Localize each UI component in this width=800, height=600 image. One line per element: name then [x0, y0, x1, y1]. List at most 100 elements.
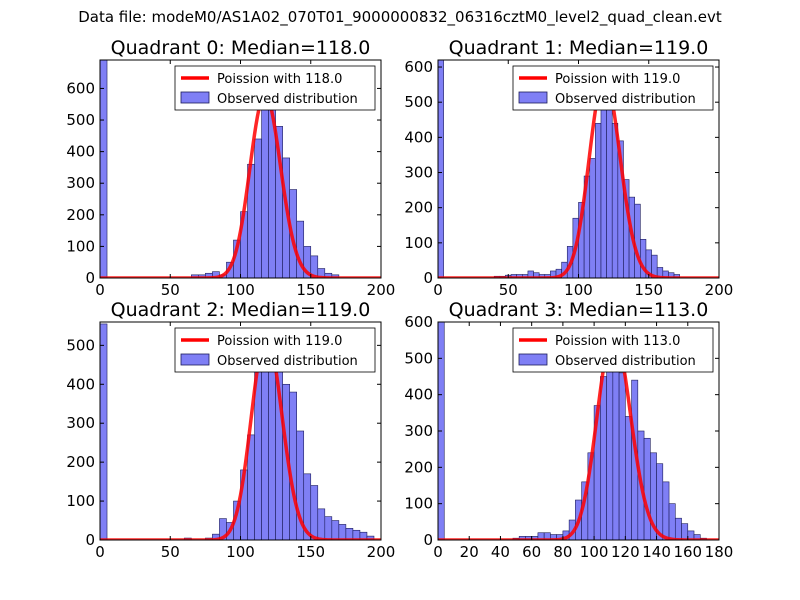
quadrant-3-x-tick-label: 100 [580, 543, 609, 561]
quadrant-3-x-tick-label: 60 [522, 543, 541, 561]
quadrant-3-x-tick-label: 180 [705, 543, 734, 561]
quadrant-0-y-tick-label: 200 [66, 206, 95, 224]
quadrant-2-histogram-bar [100, 323, 108, 540]
quadrant-1-y-tick-label: 0 [423, 269, 433, 287]
quadrant-2-histogram-bar [310, 485, 319, 540]
quadrant-3-y-tick-label: 200 [404, 458, 433, 476]
quadrant-2-histogram-bar [331, 520, 340, 540]
quadrant-3-legend-bar-swatch [518, 353, 548, 366]
quadrant-3-x-tick-label: 160 [673, 543, 702, 561]
quadrant-1-y-tick-label: 500 [404, 93, 433, 111]
quadrant-3-x-tick-label: 20 [460, 543, 479, 561]
quadrant-3-histogram-bar [606, 354, 614, 540]
quadrant-0-histogram-bar [310, 255, 319, 278]
quadrant-0-y-tick-label: 300 [66, 174, 95, 192]
quadrant-1-title: Quadrant 1: Median=119.0 [449, 37, 709, 59]
quadrant-3-x-tick-label: 120 [611, 543, 640, 561]
quadrant-2-y-tick-label: 300 [66, 414, 95, 432]
quadrant-2-y-tick-label: 400 [66, 375, 95, 393]
quadrant-3-y-tick-label: 500 [404, 349, 433, 367]
quadrant-0-histogram-bar [261, 91, 269, 278]
quadrant-2-x-tick-label: 150 [296, 543, 325, 561]
quadrant-0-plot-area [100, 60, 381, 278]
quadrant-2-y-tick-label: 500 [66, 336, 95, 354]
quadrant-2-legend-label-poisson: Poission with 119.0 [217, 334, 342, 349]
quadrant-0-legend: Poission with 118.0 Observed distribution [174, 65, 376, 111]
quadrant-0-x-tick-label: 150 [296, 281, 325, 299]
quadrant-1-y-tick-label: 600 [404, 58, 433, 76]
quadrant-3-title: Quadrant 3: Median=113.0 [449, 299, 709, 321]
quadrant-1-chart: 0 50 100 150 200 0 100 200 300 400 500 600 Quadrant … [404, 37, 733, 299]
quadrant-2-legend-bar-swatch [180, 353, 210, 366]
figure-suptitle: Data file: modeM0/AS1A02_070T01_90000008… [78, 8, 722, 26]
quadrant-1-x-tick-label: 100 [564, 281, 593, 299]
quadrant-0-chart: 0 50 100 150 200 0 100 200 300 400 500 600 Quadrant … [66, 37, 395, 299]
quadrant-1-histogram-bar [611, 122, 619, 278]
quadrant-0-x-tick-label: 100 [226, 281, 255, 299]
quadrant-0-y-tick-label: 100 [66, 237, 95, 255]
quadrant-2-x-tick-label: 100 [226, 543, 255, 561]
quadrant-0-y-tick-label: 500 [66, 111, 95, 129]
quadrant-2-plot-area [100, 323, 381, 540]
quadrant-3-poisson-curve [438, 331, 719, 540]
quadrant-1-x-tick-label: 0 [433, 281, 443, 299]
quadrant-2-y-tick-label: 200 [66, 453, 95, 471]
quadrant-3-histogram-bar [600, 376, 607, 540]
quadrant-1-histogram-bar [595, 122, 602, 278]
quadrant-1-legend-label-poisson: Poission with 119.0 [555, 72, 680, 87]
quadrant-1-y-tick-label: 200 [404, 199, 433, 217]
quadrant-3-legend-label-observed: Observed distribution [555, 354, 696, 369]
quadrant-3-y-tick-label: 300 [404, 422, 433, 440]
quadrant-1-x-tick-label: 50 [499, 281, 518, 299]
quadrant-1-x-tick-label: 150 [634, 281, 663, 299]
quadrant-2-y-tick-label: 0 [85, 531, 95, 549]
quadrant-0-title: Quadrant 0: Median=118.0 [111, 37, 371, 59]
quadrant-1-y-tick-label: 400 [404, 128, 433, 146]
quadrant-2-legend-label-observed: Observed distribution [217, 354, 358, 369]
quadrant-0-x-tick-label: 0 [95, 281, 105, 299]
quadrant-1-y-tick-label: 300 [404, 164, 433, 182]
quadrant-3-x-tick-label: 80 [553, 543, 572, 561]
quadrant-1-x-tick-label: 200 [705, 281, 734, 299]
quadrant-3-y-tick-label: 100 [404, 495, 433, 513]
quadrant-1-legend: Poission with 119.0 Observed distribution [512, 65, 714, 111]
quadrant-0-y-tick-label: 400 [66, 143, 95, 161]
quadrant-1-y-tick-label: 100 [404, 234, 433, 252]
quadrant-1-histogram-bar [438, 60, 444, 278]
quadrant-2-legend: Poission with 119.0 Observed distribution [174, 327, 376, 373]
quadrant-0-histogram-bar [254, 138, 262, 278]
quadrant-3-chart: 0 20 40 60 80 100 120 140 160 1800100200300400500… [404, 299, 733, 561]
quadrant-2-histogram-bar [324, 516, 333, 540]
quadrant-2-histogram-bar [317, 508, 326, 540]
quadrant-0-y-tick-label: 0 [85, 269, 95, 287]
quadrant-1-legend-bar-swatch [518, 91, 548, 104]
quadrant-3-histogram-bar [625, 416, 632, 540]
quadrant-3-legend: Poission with 113.0 Observed distribution [512, 327, 714, 373]
quadrant-2-histogram-bar [289, 391, 297, 540]
quadrant-3-histogram-bar [643, 437, 651, 540]
quadrant-3-histogram-bar [656, 463, 664, 540]
quadrant-3-histogram-bar [618, 372, 626, 540]
quadrant-3-histogram-bar [662, 481, 670, 540]
quadrant-0-histogram-bar [100, 60, 108, 278]
quadrant-3-y-tick-label: 0 [423, 531, 433, 549]
quadrant-3-plot-area [438, 322, 719, 540]
quadrant-3-x-tick-label: 0 [433, 543, 443, 561]
quadrant-3-y-tick-label: 600 [404, 313, 433, 331]
quadrant-3-x-tick-label: 140 [642, 543, 671, 561]
quadrant-0-legend-bar-swatch [180, 91, 210, 104]
quadrant-0-x-tick-label: 50 [161, 281, 180, 299]
quadrant-0-x-tick-label: 200 [367, 281, 396, 299]
quadrant-2-title: Quadrant 2: Median=119.0 [111, 299, 371, 321]
quadrant-0-y-tick-label: 600 [66, 79, 95, 97]
quadrant-1-histogram-bar [589, 158, 596, 278]
quadrant-2-x-tick-label: 50 [161, 543, 180, 561]
quadrant-2-x-tick-label: 200 [367, 543, 396, 561]
quadrant-2-chart: 0 50 100 150 200 0 100 200 300 400 500 Quadrant 2: … [66, 299, 395, 561]
quadrant-1-legend-label-observed: Observed distribution [555, 92, 696, 107]
quadrant-3-histogram-bar [668, 503, 676, 540]
quadrant-2-x-tick-label: 0 [95, 543, 105, 561]
quadrant-2-histogram-bar [338, 524, 347, 540]
quadrant-1-histogram-bar [634, 203, 641, 278]
